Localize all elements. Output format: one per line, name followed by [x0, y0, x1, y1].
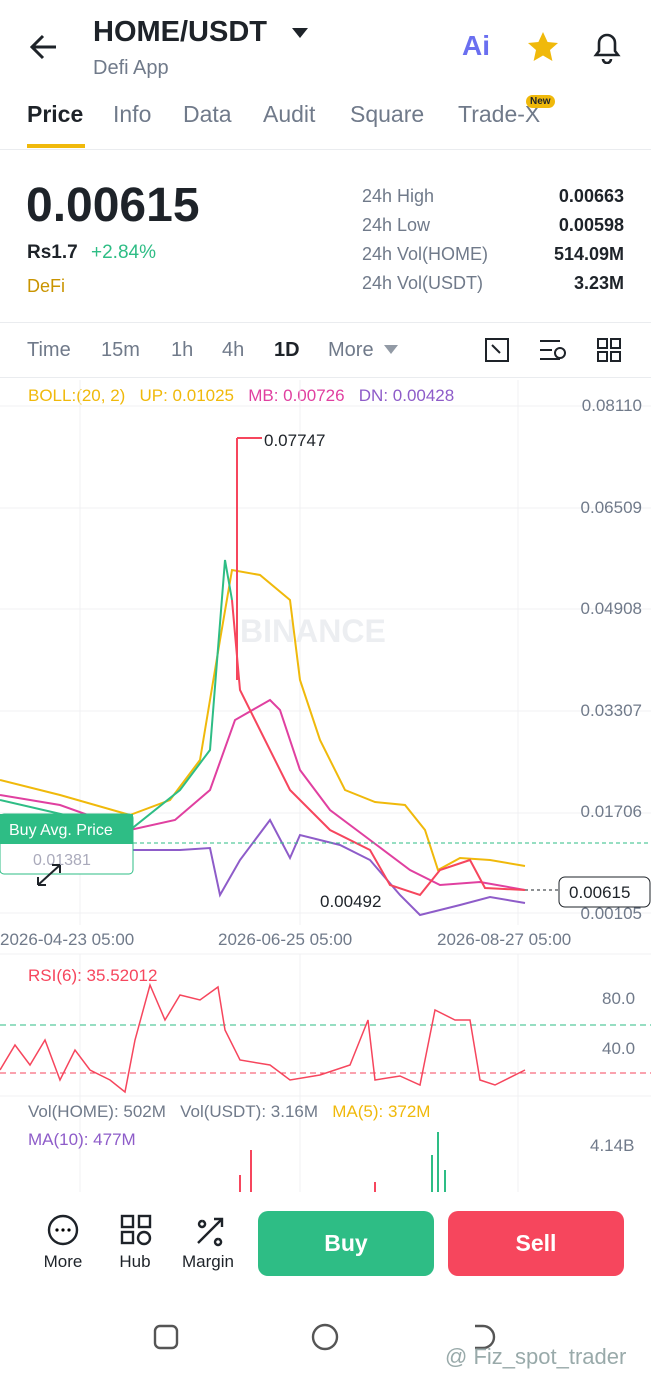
buy-avg-value: 0.01381: [33, 852, 91, 869]
stat-label: 24h Vol(USDT): [362, 273, 484, 293]
boll-up-line: [0, 568, 526, 872]
price-tick: 0.01706: [580, 802, 642, 822]
buy-avg-header: [0, 814, 133, 844]
dropdown: [292, 28, 308, 38]
interval[interactable]: More: [328, 339, 374, 361]
buy-avg-label: Buy Avg. Price: [9, 822, 113, 839]
bell[interactable]: [590, 30, 624, 64]
rsi-tick: 80.0: [602, 989, 636, 1008]
ma5: MA(5): 372M: [332, 1102, 431, 1121]
divider: [0, 377, 651, 378]
pair[interactable]: HOME/USDT: [93, 16, 267, 48]
buy-button[interactable]: Buy: [258, 1211, 434, 1276]
stat-label: 24h Vol(HOME): [362, 244, 489, 264]
change: +2.84%: [91, 242, 156, 263]
logo: BINANCE: [240, 613, 386, 649]
tab[interactable]: Data: [183, 101, 232, 127]
watermark: @ Fiz_spot_trader: [445, 1344, 627, 1369]
interval[interactable]: 1h: [171, 339, 194, 361]
expand-icon[interactable]: [37, 864, 61, 886]
volume-bars: [239, 1150, 376, 1192]
price-tick: 0.08110: [581, 396, 642, 415]
boll-up: UP: 0.01025: [139, 386, 235, 405]
vol-label: Vol(HOME): 502M Vol(USDT): 3.16M MA(5): …: [28, 1102, 430, 1122]
stat-value: 0.00663: [558, 186, 624, 206]
vol-axis: 4.14B: [590, 1136, 635, 1155]
tab[interactable]: Audit: [263, 101, 316, 127]
tab[interactable]: Info: [113, 101, 152, 127]
back-icon[interactable]: [28, 32, 60, 62]
divider: [0, 149, 651, 150]
tag[interactable]: DeFi: [27, 276, 66, 296]
price-tick: 0.00105: [580, 904, 642, 923]
boll-dn: DN: 0.00428: [358, 386, 455, 405]
boll-mb: MB: 0.00726: [248, 386, 345, 405]
boll: BOLL:(20, 2): [28, 386, 126, 405]
vol-home: Vol(HOME): 502M: [28, 1102, 166, 1121]
boll-dn-line: [0, 818, 526, 917]
boll-label: BOLL:(20, 2) UP: 0.01025 MB: 0.00726 DN:…: [28, 386, 454, 406]
interval[interactable]: 15m: [101, 339, 140, 361]
high-marker: [236, 437, 262, 680]
price-tick: 0.06509: [580, 497, 642, 517]
low-label: 0.00492: [320, 892, 381, 911]
subtitle: Defi App: [93, 57, 169, 79]
tab-indicator: [27, 144, 85, 148]
star[interactable]: [526, 30, 560, 64]
time-tick: 2026-04-23 05:00: [0, 930, 135, 949]
tab[interactable]: Price: [27, 101, 84, 127]
new-badge: New: [526, 95, 555, 108]
stat-label: 24h Low: [362, 215, 431, 235]
sell-button[interactable]: Sell: [448, 1211, 624, 1276]
tab[interactable]: Square: [350, 101, 425, 127]
boll-mb-line: [0, 698, 526, 891]
rsi-tick: 40.0: [602, 1039, 636, 1058]
interval[interactable]: Time: [27, 339, 71, 361]
chart: BINANCE 0.07747 0.00492 0.00615 Buy Avg.…: [0, 380, 651, 1192]
rsi-label: RSI(6): 35.52012: [28, 966, 158, 985]
high-label: 0.07747: [264, 431, 325, 450]
time-tick: 2026-06-25 05:00: [218, 930, 353, 949]
interval[interactable]: 4h: [222, 339, 245, 361]
ai-button[interactable]: Ai: [462, 30, 490, 61]
price-tick: 0.03307: [580, 700, 642, 720]
action-icons: [47, 1214, 224, 1247]
stat-value: 3.23M: [573, 273, 624, 293]
grid: [0, 380, 651, 1192]
nav-bar: [153, 1323, 496, 1351]
action[interactable]: Margin: [182, 1252, 234, 1271]
stat-value: 0.00598: [558, 215, 624, 235]
price-line: [231, 599, 526, 897]
vol-usdt: Vol(USDT): 3.16M: [180, 1102, 319, 1121]
divider: [0, 322, 651, 323]
price-tick: 0.04908: [580, 599, 642, 619]
action[interactable]: More: [43, 1252, 83, 1271]
stat-label: 24h High: [362, 186, 435, 206]
current-box: [558, 876, 651, 908]
current-price: 0.00615: [569, 883, 630, 902]
time-tick: 2026-08-27 05:00: [437, 930, 572, 949]
interval[interactable]: 1D: [274, 339, 300, 361]
stat-value: 514.09M: [553, 244, 624, 264]
rsi-line: [0, 982, 526, 1094]
action[interactable]: Hub: [119, 1252, 151, 1271]
chart-tools[interactable]: [484, 336, 624, 364]
fiat-price: Rs1.7: [27, 242, 78, 263]
ma10: MA(10): 477M: [28, 1130, 136, 1149]
last-price: 0.00615: [26, 179, 200, 232]
dropdown: [384, 345, 398, 354]
volume-bars: [431, 1132, 446, 1192]
